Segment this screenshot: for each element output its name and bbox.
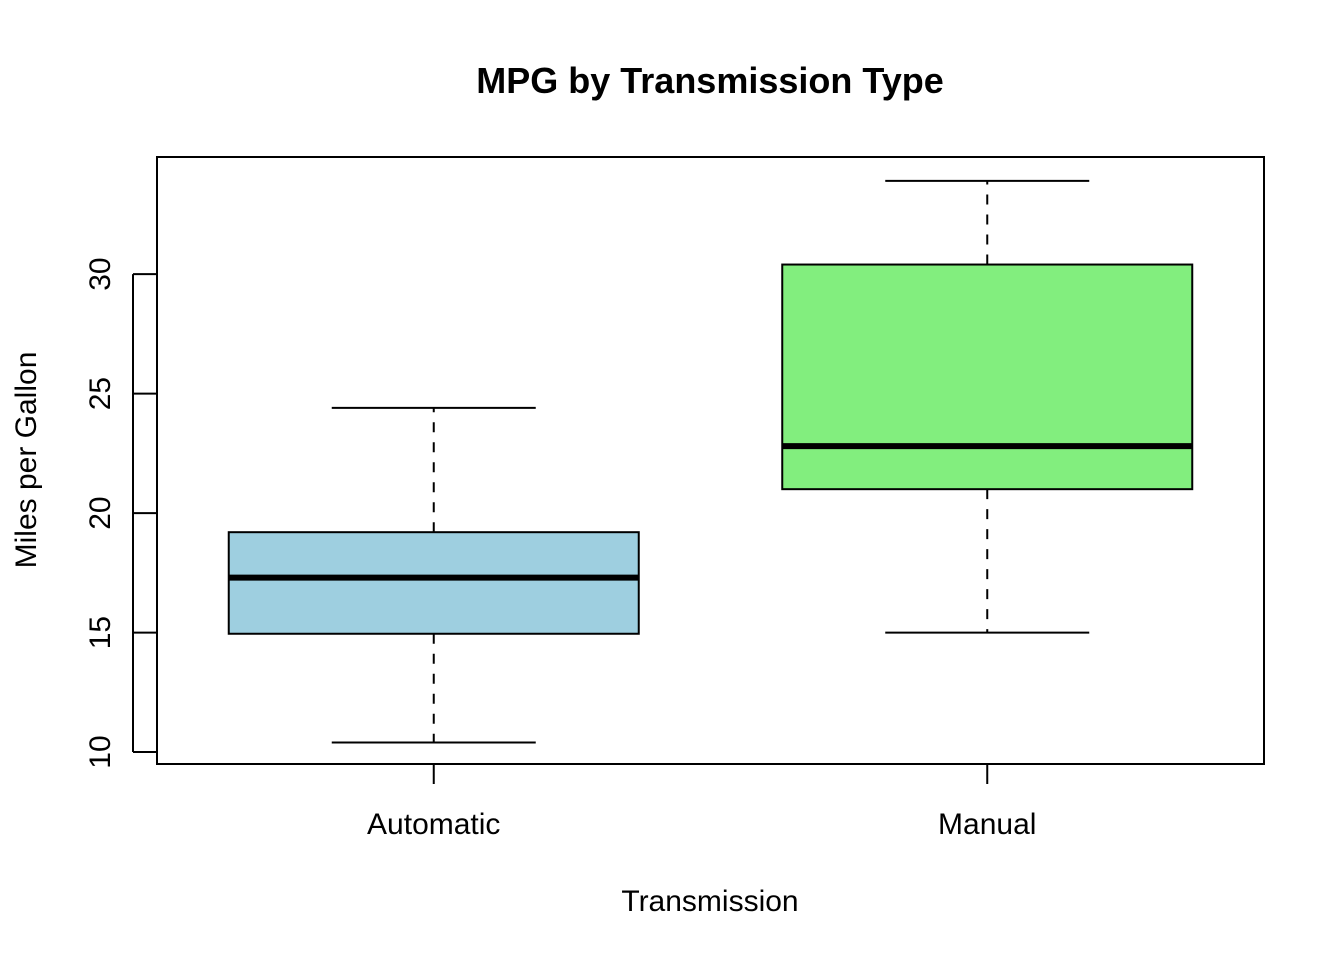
x-tick-label: Manual bbox=[938, 808, 1036, 841]
y-axis-label: Miles per Gallon bbox=[10, 352, 43, 569]
y-tick-label: 20 bbox=[84, 496, 117, 529]
y-tick-label: 25 bbox=[84, 377, 117, 410]
chart-title: MPG by Transmission Type bbox=[476, 60, 943, 101]
y-axis: 10 15 20 25 30 bbox=[84, 257, 157, 769]
y-tick-label: 30 bbox=[84, 257, 117, 290]
automatic-box bbox=[227, 531, 640, 635]
boxes-group bbox=[227, 179, 1194, 744]
x-tick-label: Automatic bbox=[367, 808, 500, 841]
manual-box bbox=[781, 263, 1194, 491]
x-axis: Automatic Manual bbox=[367, 764, 1036, 841]
plot-frame bbox=[156, 156, 1265, 765]
y-tick-label: 15 bbox=[84, 616, 117, 649]
x-axis-label: Transmission bbox=[621, 885, 798, 918]
y-tick-label: 10 bbox=[84, 735, 117, 768]
